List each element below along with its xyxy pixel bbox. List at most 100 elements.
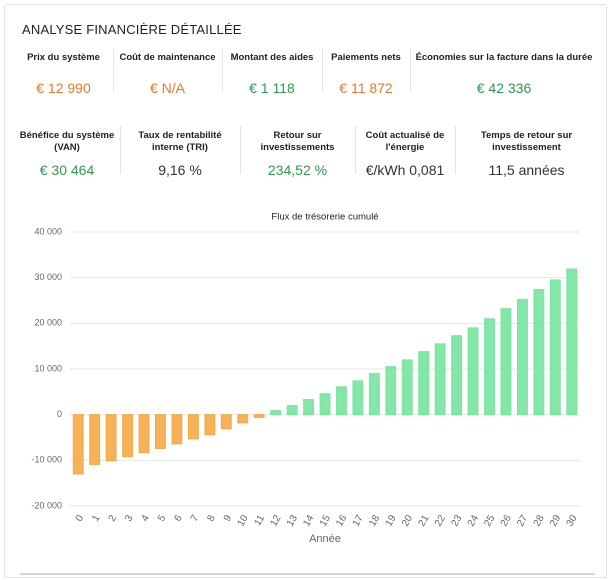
bar: [451, 335, 463, 416]
x-tick-label: 11: [252, 513, 267, 528]
x-tick-label: 21: [417, 513, 432, 529]
x-tick-label: 8: [205, 513, 218, 524]
x-tick-label: 13: [285, 513, 300, 529]
metric-label: Économies sur la facture dans la durée: [415, 52, 593, 63]
x-tick-label: 0: [74, 513, 87, 524]
x-tick-label: 26: [499, 513, 514, 529]
bar: [319, 393, 331, 416]
metric: Coût de maintenance € N/A: [113, 52, 222, 96]
x-tick-label: 22: [433, 513, 448, 529]
bar: [303, 399, 314, 416]
y-tick-label: 40 000: [34, 226, 62, 236]
metric-label: Temps de retour sur investissement: [480, 130, 573, 153]
metric-label: Prix du système: [27, 52, 100, 63]
metric-label: Paiements nets: [331, 52, 401, 63]
metric: Taux de rentabilité interne (TRI) 9,16 %: [120, 130, 240, 178]
bar: [204, 414, 216, 436]
bar: [566, 268, 578, 416]
metric: Économies sur la facture dans la durée € …: [410, 52, 598, 96]
x-tick-label: 27: [515, 513, 530, 529]
x-tick-label: 15: [318, 513, 333, 529]
chart-title: Flux de trésorerie cumulé: [271, 212, 378, 223]
bar: [105, 414, 117, 462]
divider: [455, 126, 456, 174]
x-tick-label: 14: [301, 513, 316, 529]
x-tick-label: 24: [466, 513, 481, 529]
y-tick-label: -10 000: [31, 455, 62, 465]
bar: [253, 414, 265, 418]
x-tick-label: 25: [482, 513, 497, 529]
metric-value: € 1 118: [249, 80, 295, 96]
x-tick-label: 20: [400, 513, 415, 529]
bar: [89, 414, 101, 465]
metric-label: Taux de rentabilité interne (TRI): [138, 130, 222, 153]
metric: Coût actualisé de l'énergie €/kWh 0,081: [355, 130, 455, 178]
bar: [352, 380, 364, 416]
x-tick-label: 23: [449, 513, 464, 529]
y-tick-label: 20 000: [34, 318, 62, 328]
x-tick-label: 1: [90, 513, 103, 524]
x-tick-label: 9: [222, 513, 235, 524]
metric-value: €/kWh 0,081: [365, 162, 445, 178]
bar: [434, 343, 446, 416]
bar: [155, 414, 166, 449]
metric-label: Bénéfice du système (VAN): [19, 130, 115, 153]
x-tick-label: 19: [384, 513, 399, 529]
bar: [270, 410, 282, 416]
divider: [240, 126, 241, 174]
metric: Montant des aides € 1 118: [222, 52, 322, 96]
metric-value: 11,5 années: [488, 162, 565, 178]
divider: [222, 48, 223, 92]
bar: [220, 414, 232, 430]
metric-value: 234,52 %: [267, 162, 328, 178]
y-tick-label: 30 000: [34, 272, 62, 282]
divider: [410, 48, 411, 92]
bar: [286, 405, 298, 416]
metric-value: € 30 464: [39, 162, 95, 178]
divider: [322, 48, 323, 92]
bar: [237, 414, 249, 424]
bar: [171, 414, 183, 445]
bar: [368, 373, 380, 416]
x-axis-label: Année: [309, 533, 341, 545]
bar: [516, 299, 528, 416]
metric: Bénéfice du système (VAN) € 30 464: [14, 130, 120, 178]
x-tick-label: 3: [123, 513, 136, 524]
bar: [138, 414, 150, 454]
x-tick-label: 29: [548, 513, 563, 529]
y-tick-label: 10 000: [34, 363, 62, 373]
divider: [120, 126, 121, 174]
bar: [336, 386, 347, 416]
x-tick-label: 5: [156, 513, 169, 524]
metric: Prix du système € 12 990: [14, 52, 113, 96]
divider: [113, 48, 114, 92]
bar: [401, 359, 413, 416]
metric-value: € N/A: [149, 80, 185, 96]
x-tick-label: 16: [334, 513, 349, 529]
metric-label: Montant des aides: [230, 52, 314, 63]
metric: Paiements nets € 11 872: [322, 52, 410, 96]
x-tick-label: 4: [140, 513, 153, 524]
x-tick-label: 17: [351, 513, 366, 529]
x-tick-label: 10: [236, 513, 251, 529]
x-tick-label: 12: [268, 513, 283, 529]
x-tick-label: 28: [532, 513, 547, 529]
x-tick-label: 2: [107, 513, 120, 524]
bar: [187, 414, 199, 440]
bar: [484, 318, 495, 416]
metric: Temps de retour sur investissement 11,5 a…: [455, 130, 598, 178]
metric-label: Retour sur investissements: [260, 130, 335, 153]
card: ANALYSE FINANCIÈRE DÉTAILLÉE: [4, 4, 607, 578]
bar: [467, 327, 479, 416]
metric-label: Coût actualisé de l'énergie: [365, 130, 445, 153]
page-title: ANALYSE FINANCIÈRE DÉTAILLÉE: [22, 22, 242, 37]
metric-label: Coût de maintenance: [119, 52, 216, 63]
x-tick-label: 6: [173, 513, 186, 524]
metric-value: 9,16 %: [158, 162, 202, 178]
y-tick-label: 0: [57, 409, 62, 419]
bar: [549, 279, 561, 416]
bar: [418, 351, 430, 416]
x-tick-label: 18: [367, 513, 382, 529]
metric-value: € 42 336: [476, 80, 532, 96]
bar: [72, 414, 84, 475]
